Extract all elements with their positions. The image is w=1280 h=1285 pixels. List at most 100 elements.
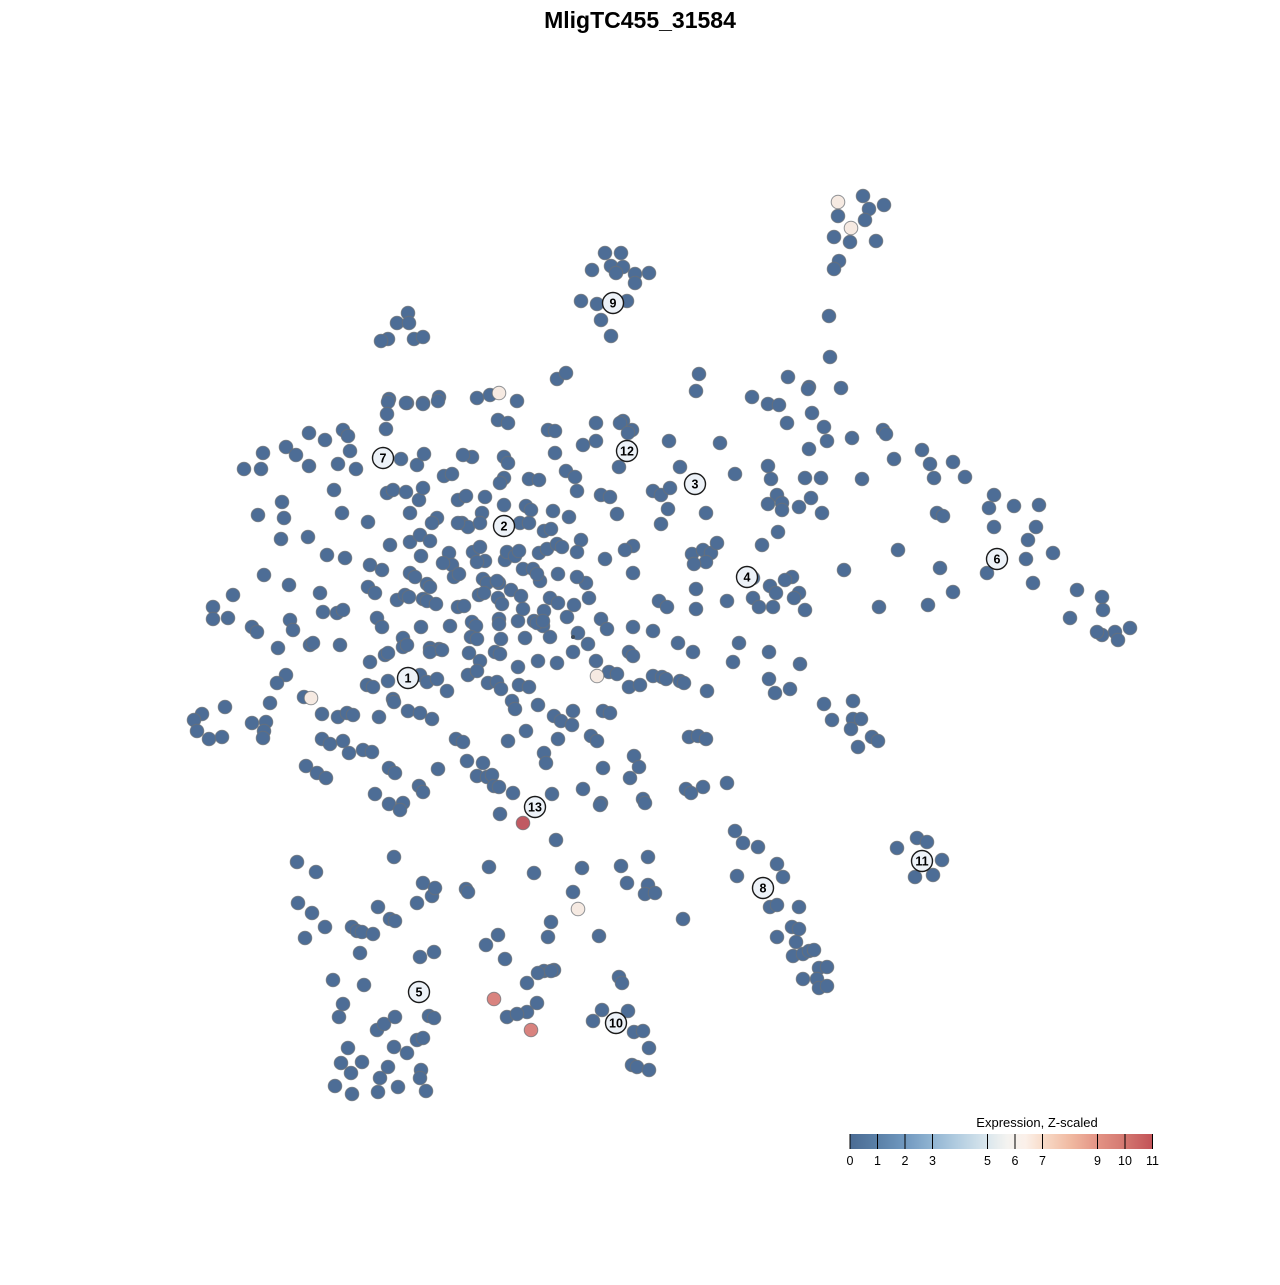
data-point (249, 624, 265, 640)
data-point (836, 562, 852, 578)
data-point (509, 1006, 525, 1022)
data-point (886, 451, 902, 467)
data-point (497, 951, 513, 967)
legend-tick-label: 3 (929, 1154, 936, 1168)
data-point (688, 601, 704, 617)
data-point (569, 483, 585, 499)
data-point (493, 631, 509, 647)
data-point (561, 509, 577, 525)
data-point (519, 975, 535, 991)
cluster-label-number: 4 (744, 571, 751, 585)
cluster-label-circle (492, 514, 516, 538)
data-point (469, 663, 485, 679)
data-point (399, 1045, 415, 1061)
legend-tick-label: 11 (1146, 1154, 1159, 1168)
data-point (688, 383, 704, 399)
data-point (597, 245, 613, 261)
data-point (550, 595, 566, 611)
page-title: MligTC455_31584 (544, 7, 736, 33)
data-point (236, 461, 252, 477)
data-point (763, 471, 779, 487)
data-point (543, 521, 559, 537)
data-point (854, 471, 870, 487)
data-point (491, 779, 507, 795)
data-point (609, 506, 625, 522)
data-point (380, 394, 396, 410)
data-point (426, 1010, 442, 1026)
data-point (632, 677, 648, 693)
cluster-label-number: 1 (405, 672, 412, 686)
cluster-label-circle (604, 1011, 628, 1035)
data-point (305, 635, 321, 651)
data-point (819, 433, 835, 449)
data-point (932, 560, 948, 576)
cluster-label-circle (910, 849, 934, 873)
data-point (1006, 498, 1022, 514)
cluster-label-circle (396, 666, 420, 690)
data-point (530, 697, 546, 713)
data-point (547, 423, 563, 439)
data-point (588, 433, 604, 449)
tiny-data-point (571, 635, 575, 639)
data-point (613, 858, 629, 874)
data-point (398, 484, 414, 500)
data-point (575, 437, 591, 453)
data-point (876, 197, 892, 213)
data-point (558, 365, 574, 381)
data-point (430, 761, 446, 777)
data-point (589, 733, 605, 749)
data-point (415, 329, 431, 345)
data-point (426, 944, 442, 960)
legend-tick-label: 1 (874, 1154, 881, 1168)
data-point (491, 616, 507, 632)
data-point (382, 537, 398, 553)
data-point (481, 859, 497, 875)
data-point (507, 701, 523, 717)
data-point (981, 500, 997, 516)
legend-tick-label: 9 (1094, 1154, 1101, 1168)
data-point (304, 905, 320, 921)
data-point (957, 469, 973, 485)
data-point (416, 446, 432, 462)
data-point (205, 611, 221, 627)
data-point (709, 535, 725, 551)
data-point (588, 415, 604, 431)
data-point (819, 959, 835, 975)
data-point (1025, 575, 1041, 591)
data-point (595, 760, 611, 776)
legend-tick-label: 10 (1118, 1154, 1132, 1168)
legend-tick-label: 6 (1012, 1154, 1019, 1168)
data-point (592, 797, 608, 813)
data-point (986, 519, 1002, 535)
data-point (698, 731, 714, 747)
data-point (760, 496, 776, 512)
data-point (322, 736, 338, 752)
data-point (317, 919, 333, 935)
data-point (412, 705, 428, 721)
data-point (380, 645, 396, 661)
data-point (543, 914, 559, 930)
data-point (1069, 582, 1085, 598)
data-point (301, 425, 317, 441)
data-point (333, 1055, 349, 1071)
data-point (315, 604, 331, 620)
cluster-label-number: 8 (760, 882, 767, 896)
data-point (343, 1065, 359, 1081)
data-point (686, 556, 702, 572)
data-point (298, 758, 314, 774)
data-point (492, 646, 508, 662)
data-point (415, 1030, 431, 1046)
data-point (387, 765, 403, 781)
color-legend: Expression, Z-scaled 0 1 2 3 5 6 7 9 10 11 (847, 1115, 1160, 1168)
data-point (1094, 589, 1110, 605)
cluster-label-number: 12 (620, 445, 634, 459)
data-point (289, 854, 305, 870)
data-point (427, 880, 443, 896)
data-point (270, 640, 286, 656)
cluster-label-circle (683, 472, 707, 496)
data-point (244, 715, 260, 731)
data-point (591, 928, 607, 944)
cluster-label-circle (615, 439, 639, 463)
data-point (919, 834, 935, 850)
cluster-label-4: 4 (735, 565, 759, 589)
